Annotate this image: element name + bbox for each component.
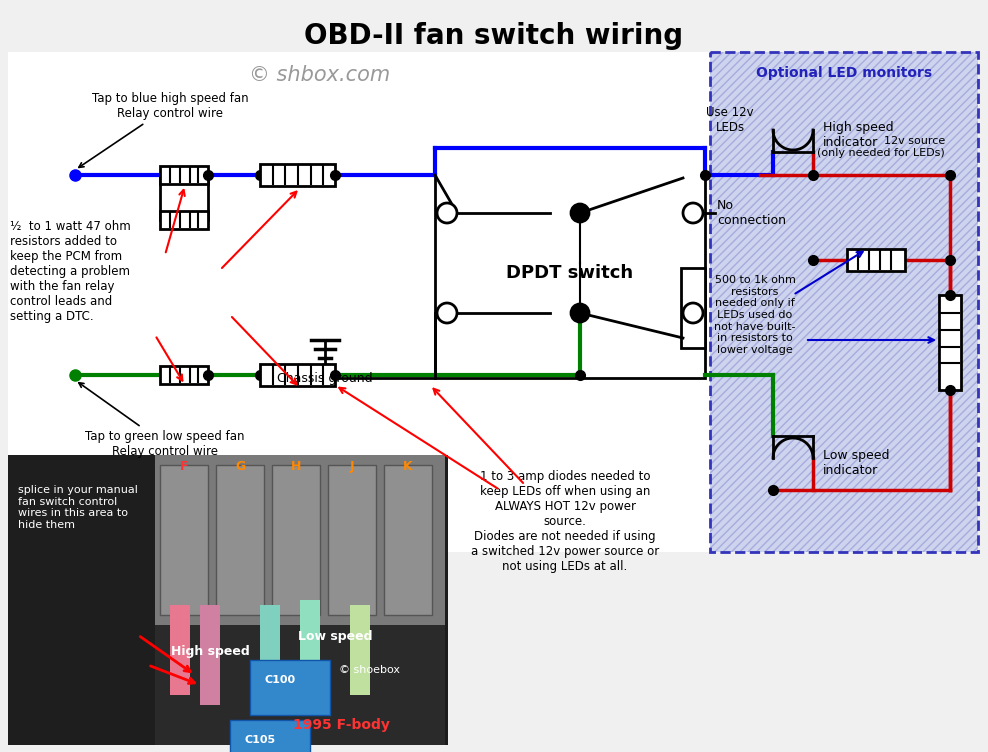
- Text: J: J: [350, 460, 355, 473]
- Bar: [939, 295, 961, 390]
- Circle shape: [571, 304, 589, 322]
- Bar: [710, 52, 978, 552]
- Bar: [435, 148, 705, 378]
- Bar: [847, 249, 905, 271]
- Circle shape: [683, 303, 703, 323]
- Bar: [260, 605, 280, 705]
- Bar: [8, 455, 163, 745]
- Text: C100: C100: [265, 675, 295, 685]
- Bar: [200, 605, 220, 705]
- Text: High speed
indicator: High speed indicator: [823, 121, 893, 149]
- Text: OBD-II fan switch wiring: OBD-II fan switch wiring: [304, 22, 684, 50]
- Text: 500 to 1k ohm
resistors
needed only if
LEDs used do
not have built-
in resistors: 500 to 1k ohm resistors needed only if L…: [714, 275, 795, 355]
- Circle shape: [683, 203, 703, 223]
- Bar: [384, 465, 432, 615]
- Bar: [350, 605, 370, 695]
- Bar: [328, 465, 376, 615]
- Text: 1995 F-body: 1995 F-body: [293, 718, 390, 732]
- Bar: [170, 605, 190, 695]
- Circle shape: [437, 203, 457, 223]
- Bar: [8, 52, 710, 552]
- Text: G: G: [235, 460, 245, 473]
- Bar: [160, 166, 208, 184]
- Text: Optional LED monitors: Optional LED monitors: [756, 66, 932, 80]
- Text: Tap to blue high speed fan
Relay control wire: Tap to blue high speed fan Relay control…: [79, 92, 248, 168]
- Bar: [710, 52, 978, 552]
- Bar: [216, 465, 264, 615]
- Bar: [260, 164, 335, 186]
- Text: High speed: High speed: [171, 645, 249, 658]
- Bar: [260, 364, 335, 386]
- Bar: [230, 720, 310, 752]
- Text: No
connection: No connection: [717, 199, 786, 227]
- Text: C105: C105: [244, 735, 276, 745]
- Text: DPDT switch: DPDT switch: [507, 264, 633, 282]
- Text: © shoebox: © shoebox: [339, 665, 400, 675]
- Bar: [8, 455, 448, 745]
- Text: Chassis ground: Chassis ground: [278, 372, 372, 385]
- Text: splice in your manual
fan switch control
wires in this area to
hide them: splice in your manual fan switch control…: [18, 485, 138, 530]
- Text: 12v source
(only needed for LEDs): 12v source (only needed for LEDs): [817, 136, 945, 158]
- Circle shape: [437, 303, 457, 323]
- Bar: [160, 366, 208, 384]
- Text: © shbox.com: © shbox.com: [249, 65, 390, 85]
- Bar: [160, 211, 208, 229]
- Text: Low speed
indicator: Low speed indicator: [823, 449, 889, 477]
- Text: Tap to green low speed fan
Relay control wire: Tap to green low speed fan Relay control…: [79, 383, 245, 458]
- Bar: [155, 455, 445, 625]
- Text: Use 12v
LEDs: Use 12v LEDs: [706, 106, 754, 134]
- Text: H: H: [290, 460, 301, 473]
- Text: K: K: [403, 460, 413, 473]
- Bar: [160, 465, 208, 615]
- Text: Low speed: Low speed: [297, 630, 372, 643]
- Bar: [272, 465, 320, 615]
- Text: 1 to 3 amp diodes needed to
keep LEDs off when using an
ALWAYS HOT 12v power
sou: 1 to 3 amp diodes needed to keep LEDs of…: [471, 470, 659, 573]
- Circle shape: [571, 204, 589, 222]
- Bar: [300, 600, 320, 700]
- Text: ½  to 1 watt 47 ohm
resistors added to
keep the PCM from
detecting a problem
wit: ½ to 1 watt 47 ohm resistors added to ke…: [10, 220, 130, 323]
- Bar: [681, 268, 705, 348]
- Bar: [250, 660, 330, 715]
- Bar: [155, 625, 445, 745]
- Text: F: F: [180, 460, 189, 473]
